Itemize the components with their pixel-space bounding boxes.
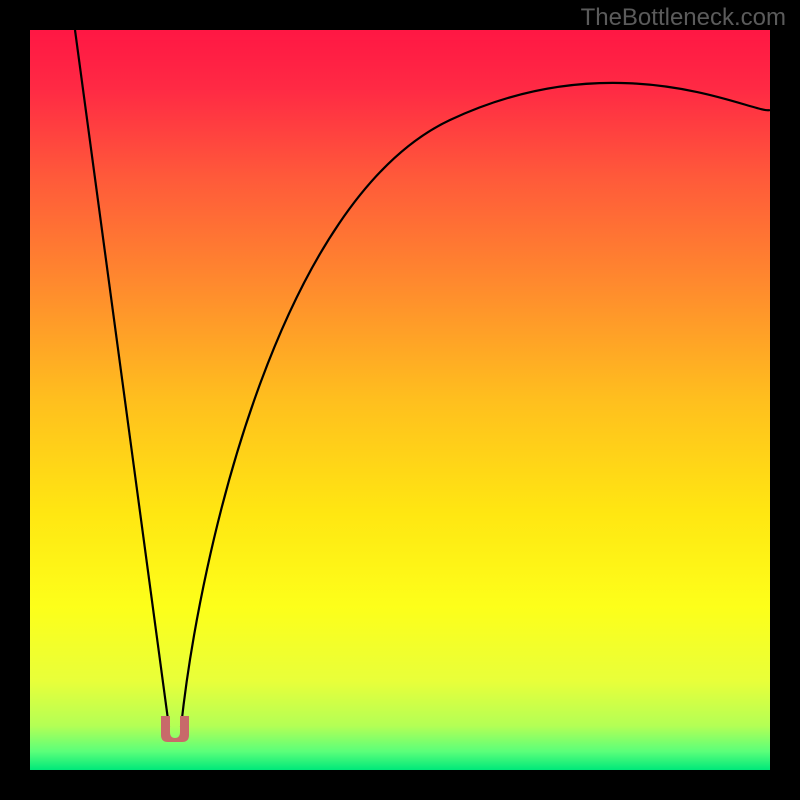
chart-svg — [0, 0, 800, 800]
plot-background — [30, 30, 770, 770]
chart-container: TheBottleneck.com — [0, 0, 800, 800]
watermark-text: TheBottleneck.com — [581, 4, 786, 32]
